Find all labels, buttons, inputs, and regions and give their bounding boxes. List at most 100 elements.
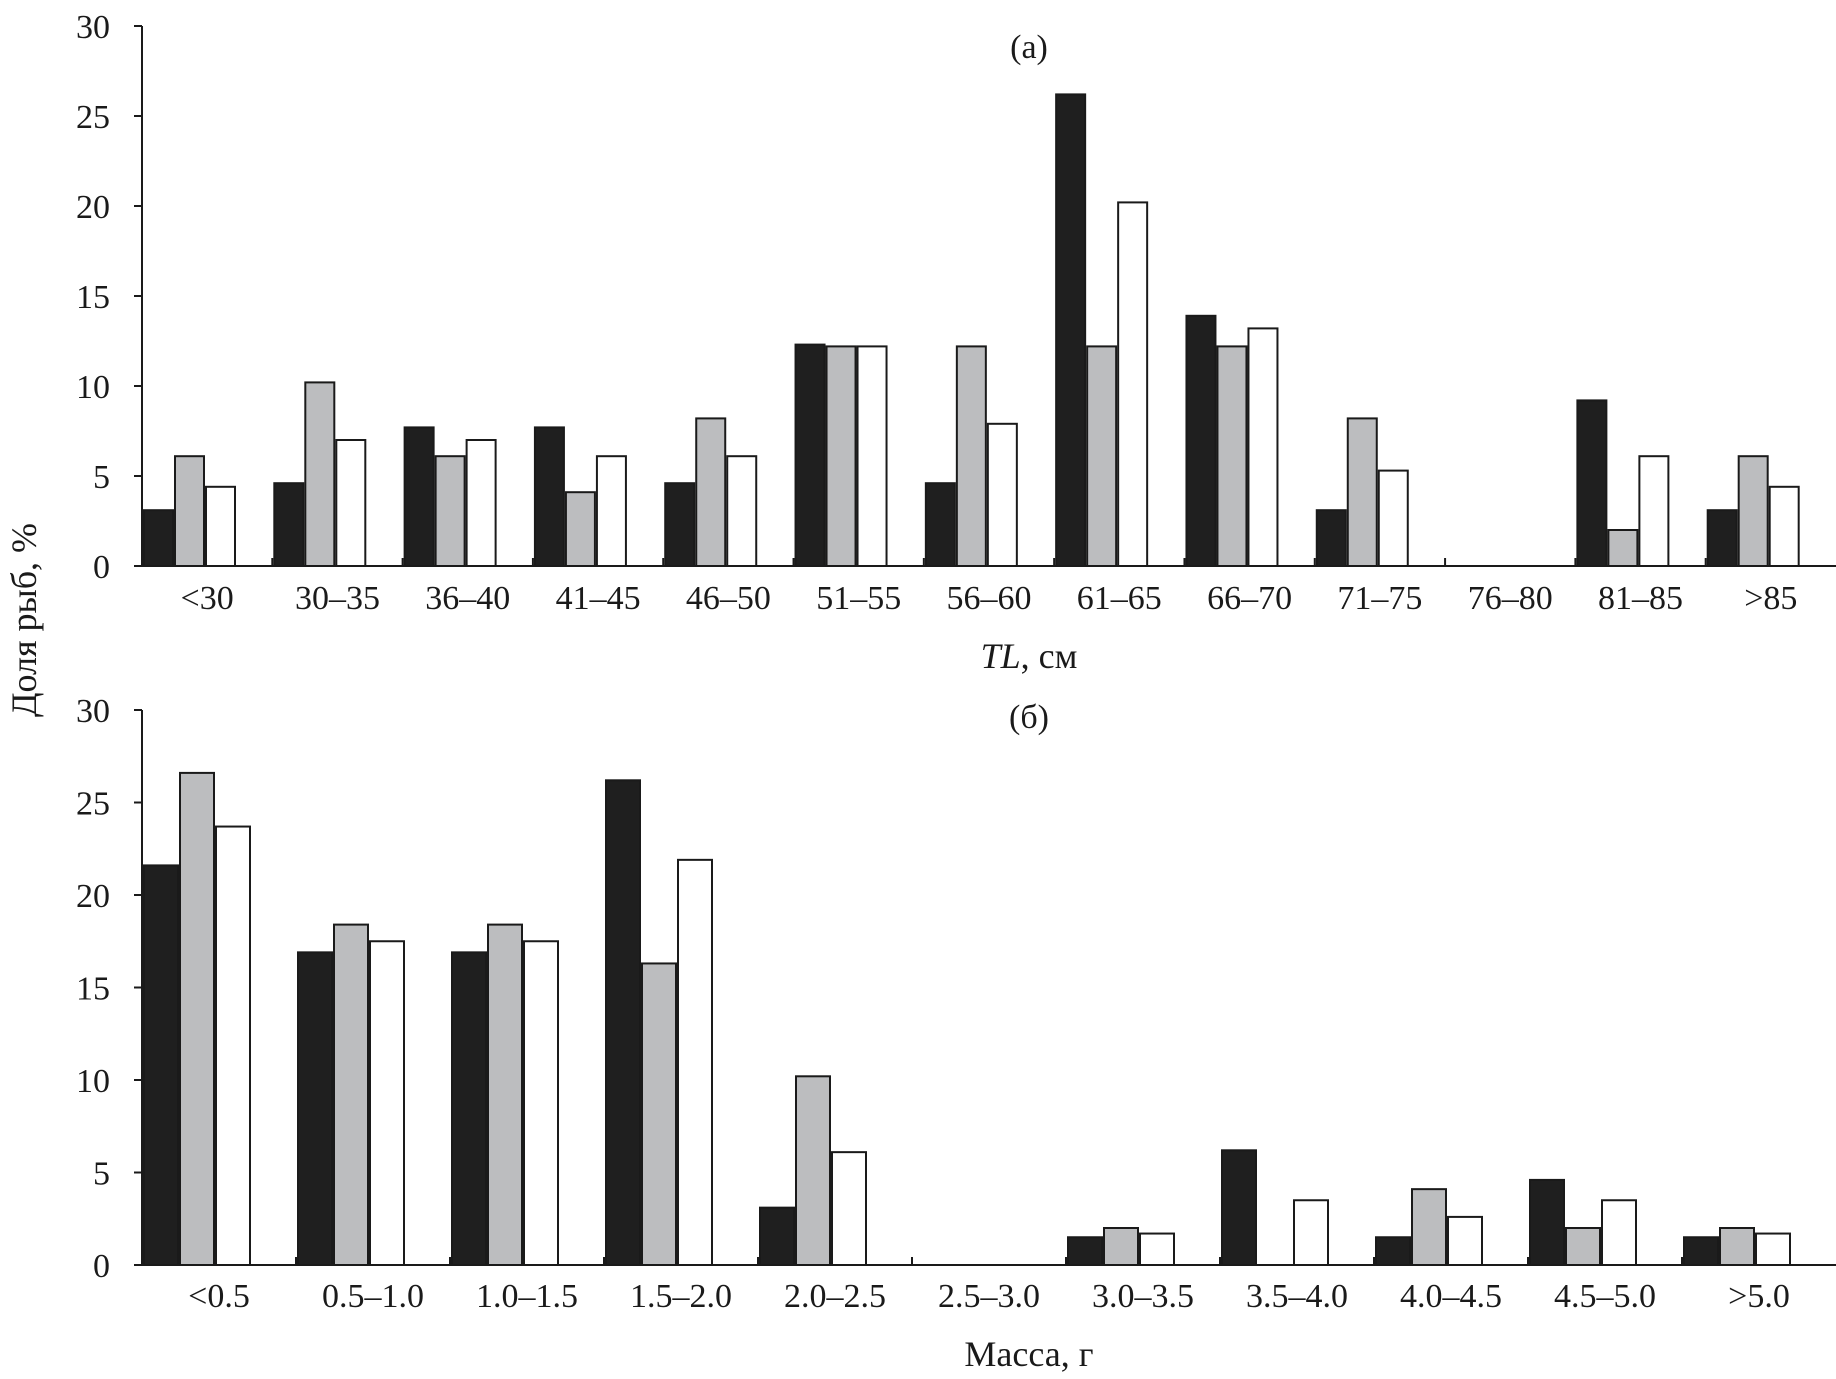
x-tick-label: 2.5–3.0 <box>938 1278 1040 1315</box>
bar-series-2 <box>1346 417 1378 567</box>
bar-series-3 <box>1139 1232 1175 1267</box>
x-axis-label-unit: , см <box>1021 636 1078 676</box>
x-tick-label: <0.5 <box>188 1278 250 1315</box>
bar-series-1 <box>1221 1149 1257 1267</box>
y-tick-label: 20 <box>76 878 110 915</box>
x-axis-label: TL, см <box>981 636 1078 676</box>
bar-series-2 <box>1103 1227 1139 1266</box>
y-axis-label: Доля рыб, % <box>4 523 44 717</box>
bar-series-1 <box>1067 1236 1103 1266</box>
y-tick-label: 20 <box>76 189 110 226</box>
y-tick-label: 30 <box>76 693 110 730</box>
x-tick-label: 76–80 <box>1468 580 1553 617</box>
y-tick-label: 0 <box>93 1248 110 1285</box>
bar-series-2 <box>434 455 466 568</box>
x-axis-label: Масса, г <box>964 1334 1093 1374</box>
bar-series-3 <box>335 439 367 567</box>
x-tick-label: 4.5–5.0 <box>1554 1278 1656 1315</box>
x-tick-label: 1.5–2.0 <box>630 1278 732 1315</box>
x-axis-label-symbol: TL <box>981 636 1021 676</box>
bar-series-3 <box>1247 327 1279 567</box>
bar-series-1 <box>533 426 565 567</box>
bar-series-2 <box>795 1075 831 1267</box>
y-tick-label: 15 <box>76 971 110 1008</box>
bar-series-2 <box>825 345 857 567</box>
y-tick-label: 30 <box>76 9 110 46</box>
bar-series-2 <box>641 962 677 1266</box>
bar-series-2 <box>564 491 596 568</box>
bar-series-1 <box>143 509 174 568</box>
x-tick-label: 46–50 <box>686 580 771 617</box>
bar-series-2 <box>1737 455 1769 568</box>
x-tick-label: 2.0–2.5 <box>784 1278 886 1315</box>
x-tick-label: 30–35 <box>295 580 380 617</box>
bar-series-3 <box>831 1151 867 1267</box>
x-tick-label: <30 <box>181 580 234 617</box>
panel-b-mass-distribution: 0 5 10 15 20 25 30 <0.5 0.5–1.0 1.0–1.5 1.5–2.0 2.0… <box>76 693 1836 1374</box>
bar-series-3 <box>856 345 888 567</box>
x-tick-label: 81–85 <box>1598 580 1683 617</box>
bar-series-1 <box>1375 1236 1411 1266</box>
bar-series-2 <box>174 455 205 568</box>
bar-series-1 <box>1315 509 1347 568</box>
x-tick-label: 61–65 <box>1077 580 1162 617</box>
bar-series-1 <box>1706 509 1738 568</box>
bar-series-3 <box>1293 1199 1329 1266</box>
bar-series-2 <box>1086 345 1118 567</box>
panel-title: (а) <box>1010 29 1048 66</box>
bar-series-3 <box>1755 1232 1791 1267</box>
x-tick-label: 3.5–4.0 <box>1246 1278 1348 1315</box>
x-tick-label: 4.0–4.5 <box>1400 1278 1502 1315</box>
y-tick-label: 25 <box>76 99 110 136</box>
bar-series-2 <box>1607 529 1639 567</box>
bar-series-1 <box>664 482 696 568</box>
bar-series-1 <box>143 864 179 1267</box>
bar-series-3 <box>465 439 497 567</box>
bar-series-3 <box>1638 455 1670 568</box>
x-tick-label: 56–60 <box>947 580 1032 617</box>
bar-series-2 <box>1719 1227 1755 1266</box>
bar-series-1 <box>403 426 435 567</box>
y-tick-label: 10 <box>76 1063 110 1100</box>
y-tick-label: 25 <box>76 786 110 823</box>
bar-series-2 <box>695 417 727 567</box>
bar-series-1 <box>759 1206 795 1267</box>
bar-series-3 <box>595 455 627 568</box>
bar-series-3 <box>726 455 758 568</box>
bar-series-3 <box>523 940 559 1266</box>
x-tick-label: 41–45 <box>556 580 641 617</box>
y-tick-label: 10 <box>76 369 110 406</box>
bar-series-1 <box>1683 1236 1719 1266</box>
x-tick-label: 71–75 <box>1337 580 1422 617</box>
bar-series-2 <box>1216 345 1248 567</box>
y-tick-label: 15 <box>76 279 110 316</box>
bar-series-2 <box>487 923 523 1266</box>
bar-series-2 <box>333 923 369 1266</box>
bar-series-2 <box>955 345 987 567</box>
y-tick-label: 5 <box>93 1156 110 1193</box>
bar-series-2 <box>1411 1188 1447 1267</box>
bar-series-1 <box>1529 1178 1565 1267</box>
x-tick-label: 51–55 <box>816 580 901 617</box>
x-tick-label: >85 <box>1744 580 1797 617</box>
bar-series-1 <box>297 951 333 1266</box>
bar-series-3 <box>215 825 251 1266</box>
x-tick-label: >5.0 <box>1728 1278 1790 1315</box>
y-tick-label: 5 <box>93 459 110 496</box>
bar-series-3 <box>1447 1215 1483 1267</box>
bar-series-3 <box>205 485 236 567</box>
bar-series-1 <box>1055 93 1087 568</box>
y-tick-label: 0 <box>93 549 110 586</box>
bar-series-2 <box>304 381 336 567</box>
x-tick-label: 36–40 <box>425 580 510 617</box>
x-tick-label: 66–70 <box>1207 580 1292 617</box>
bar-series-3 <box>1117 201 1149 567</box>
bar-series-1 <box>273 482 305 568</box>
bar-series-1 <box>451 951 487 1266</box>
panel-a-size-distribution: 0 5 10 15 20 25 30 <30 30–35 36–40 41–45 46–50 51–55… <box>76 9 1836 676</box>
x-tick-label: 1.0–1.5 <box>476 1278 578 1315</box>
bar-series-1 <box>605 779 641 1266</box>
bar-series-1 <box>1185 314 1217 567</box>
bar-series-3 <box>369 940 405 1266</box>
